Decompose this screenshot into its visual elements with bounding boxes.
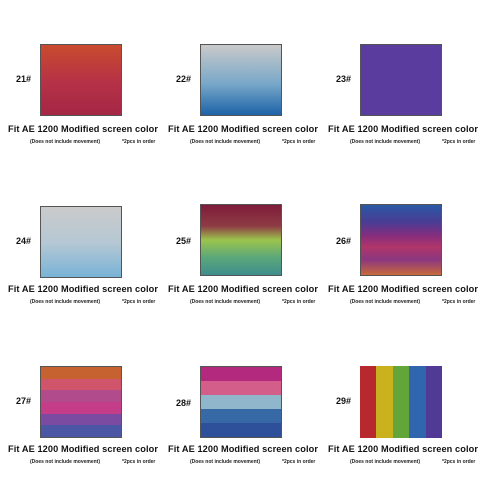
product-title: Fit AE 1200 Modified screen color	[328, 284, 478, 294]
color-number: 26#	[336, 236, 352, 246]
product-card: 27# Fit AE 1200 Modified screen color (D…	[0, 320, 160, 480]
movement-note: (Does not include movement)	[30, 299, 101, 305]
product-card: 28# Fit AE 1200 Modified screen color (D…	[160, 320, 320, 480]
quantity-note: *2pcs in order	[442, 139, 476, 145]
color-bands	[201, 367, 281, 437]
color-number: 28#	[176, 398, 192, 408]
quantity-note: *2pcs in order	[282, 139, 316, 145]
product-title: Fit AE 1200 Modified screen color	[8, 284, 158, 294]
product-title: Fit AE 1200 Modified screen color	[8, 124, 158, 134]
product-title: Fit AE 1200 Modified screen color	[168, 284, 318, 294]
movement-note: (Does not include movement)	[190, 299, 261, 305]
movement-note: (Does not include movement)	[350, 139, 421, 145]
movement-note: (Does not include movement)	[350, 299, 421, 305]
color-number: 25#	[176, 236, 192, 246]
color-swatch	[40, 366, 122, 438]
quantity-note: *2pcs in order	[122, 459, 156, 465]
color-swatch	[40, 206, 122, 278]
product-title: Fit AE 1200 Modified screen color	[168, 444, 318, 454]
product-card: 24# Fit AE 1200 Modified screen color (D…	[0, 160, 160, 320]
color-swatch	[360, 44, 442, 116]
product-card: 22# Fit AE 1200 Modified screen color (D…	[160, 0, 320, 160]
product-title: Fit AE 1200 Modified screen color	[328, 444, 478, 454]
quantity-note: *2pcs in order	[282, 459, 316, 465]
color-swatch	[360, 366, 443, 438]
quantity-note: *2pcs in order	[442, 299, 476, 305]
color-number: 22#	[176, 74, 192, 84]
color-number: 23#	[336, 74, 352, 84]
movement-note: (Does not include movement)	[190, 459, 261, 465]
quantity-note: *2pcs in order	[122, 299, 156, 305]
color-swatch	[40, 44, 122, 116]
product-card: 29# Fit AE 1200 Modified screen color (D…	[320, 320, 480, 480]
quantity-note: *2pcs in order	[442, 459, 476, 465]
movement-note: (Does not include movement)	[30, 139, 101, 145]
color-swatch	[200, 204, 282, 276]
product-card: 25# Fit AE 1200 Modified screen color (D…	[160, 160, 320, 320]
color-swatch	[200, 366, 282, 438]
color-number: 24#	[16, 236, 32, 246]
movement-note: (Does not include movement)	[350, 459, 421, 465]
color-swatch	[360, 204, 442, 276]
product-title: Fit AE 1200 Modified screen color	[8, 444, 158, 454]
color-bands	[41, 367, 121, 438]
color-number: 21#	[16, 74, 32, 84]
color-swatch	[200, 44, 282, 116]
color-number: 27#	[16, 396, 32, 406]
product-title: Fit AE 1200 Modified screen color	[328, 124, 478, 134]
product-card: 23# Fit AE 1200 Modified screen color (D…	[320, 0, 480, 160]
product-card: 21# Fit AE 1200 Modified screen color (D…	[0, 0, 160, 160]
product-card: 26# Fit AE 1200 Modified screen color (D…	[320, 160, 480, 320]
color-stripes	[360, 366, 443, 438]
quantity-note: *2pcs in order	[122, 139, 156, 145]
movement-note: (Does not include movement)	[190, 139, 261, 145]
movement-note: (Does not include movement)	[30, 459, 101, 465]
color-number: 29#	[336, 396, 352, 406]
product-title: Fit AE 1200 Modified screen color	[168, 124, 318, 134]
quantity-note: *2pcs in order	[282, 299, 316, 305]
